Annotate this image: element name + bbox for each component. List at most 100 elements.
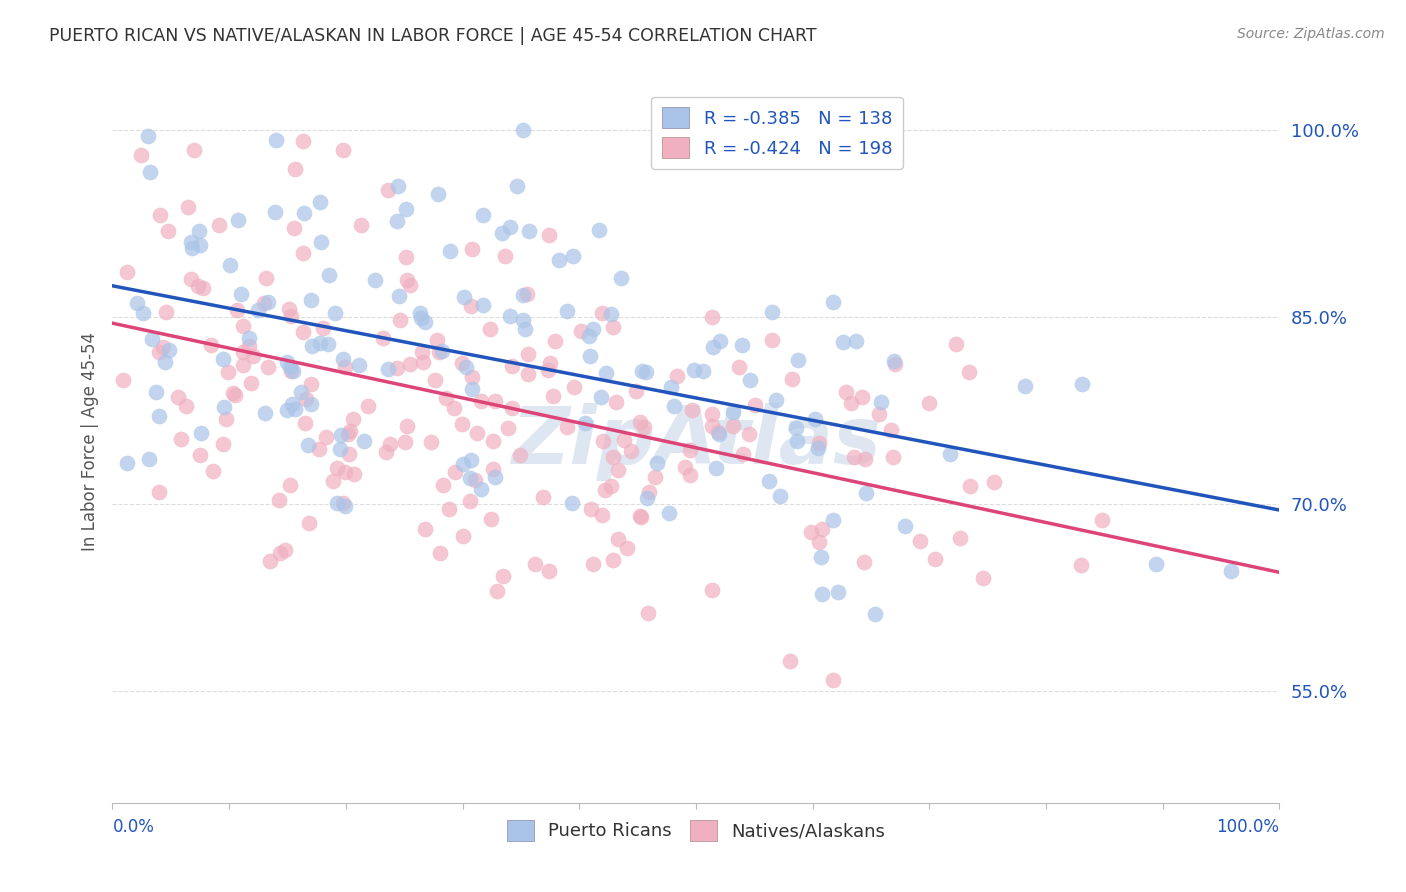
Point: [1070, 558, 1092, 572]
Point: [485, 584, 508, 599]
Point: [605, 395, 627, 409]
Point: [394, 251, 416, 265]
Point: [662, 399, 685, 413]
Point: [308, 442, 330, 457]
Point: [342, 412, 364, 426]
Point: [190, 237, 212, 252]
Point: [879, 423, 901, 437]
Point: [385, 360, 408, 375]
Point: [501, 359, 523, 373]
Point: [562, 249, 585, 263]
Point: [465, 425, 488, 440]
Point: [337, 427, 360, 442]
Point: [602, 553, 624, 567]
Point: [700, 407, 723, 421]
Point: [155, 304, 177, 318]
Point: [240, 376, 263, 390]
Point: [631, 364, 654, 378]
Point: [385, 214, 408, 228]
Point: [318, 268, 340, 282]
Point: [578, 328, 600, 343]
Point: [591, 508, 613, 522]
Point: [839, 396, 862, 410]
Point: [377, 361, 399, 376]
Point: [292, 135, 315, 149]
Point: [388, 289, 411, 303]
Point: [276, 403, 298, 417]
Point: [437, 502, 460, 516]
Point: [702, 340, 724, 354]
Text: PUERTO RICAN VS NATIVE/ALASKAN IN LABOR FORCE | AGE 45-54 CORRELATION CHART: PUERTO RICAN VS NATIVE/ALASKAN IN LABOR …: [49, 27, 817, 45]
Point: [591, 306, 613, 320]
Point: [138, 452, 160, 467]
Point: [193, 281, 215, 295]
Point: [807, 534, 830, 549]
Point: [666, 369, 689, 384]
Point: [536, 363, 558, 377]
Point: [851, 390, 873, 404]
Point: [738, 373, 761, 387]
Point: [600, 479, 623, 493]
Point: [786, 353, 808, 368]
Text: Source: ZipAtlas.com: Source: ZipAtlas.com: [1237, 27, 1385, 41]
Point: [309, 195, 332, 210]
Point: [616, 541, 638, 556]
Point: [238, 331, 260, 345]
Point: [326, 460, 349, 475]
Point: [894, 519, 917, 533]
Point: [569, 324, 592, 338]
Point: [865, 607, 887, 621]
Point: [1144, 557, 1167, 571]
Point: [139, 165, 162, 179]
Point: [180, 235, 202, 249]
Point: [246, 303, 269, 318]
Point: [765, 392, 787, 407]
Point: [852, 555, 875, 569]
Point: [499, 219, 522, 234]
Point: [453, 289, 475, 303]
Point: [626, 384, 648, 398]
Point: [378, 436, 401, 450]
Point: [1071, 376, 1094, 391]
Point: [800, 525, 823, 540]
Point: [484, 470, 506, 484]
Point: [413, 522, 436, 536]
Point: [517, 224, 540, 238]
Point: [242, 349, 264, 363]
Point: [415, 315, 437, 329]
Point: [232, 358, 254, 372]
Point: [148, 485, 170, 500]
Point: [602, 319, 624, 334]
Point: [284, 402, 307, 417]
Point: [141, 332, 163, 346]
Point: [939, 447, 962, 461]
Point: [269, 546, 291, 560]
Point: [281, 364, 304, 378]
Point: [423, 373, 446, 387]
Point: [299, 293, 322, 307]
Point: [949, 531, 972, 545]
Point: [460, 453, 482, 467]
Point: [389, 312, 412, 326]
Point: [470, 482, 492, 496]
Point: [316, 336, 339, 351]
Point: [181, 241, 204, 255]
Point: [548, 252, 571, 267]
Point: [295, 392, 318, 406]
Point: [371, 331, 394, 345]
Point: [190, 425, 212, 440]
Y-axis label: In Labor Force | Age 45-54: In Labor Force | Age 45-54: [80, 332, 98, 551]
Point: [628, 509, 651, 524]
Point: [868, 407, 890, 421]
Point: [292, 325, 315, 339]
Point: [786, 434, 808, 448]
Point: [312, 320, 335, 334]
Point: [451, 457, 474, 471]
Point: [294, 416, 316, 430]
Point: [491, 226, 513, 240]
Point: [835, 385, 858, 400]
Point: [217, 365, 239, 379]
Point: [229, 287, 252, 301]
Point: [758, 474, 780, 488]
Point: [280, 309, 302, 323]
